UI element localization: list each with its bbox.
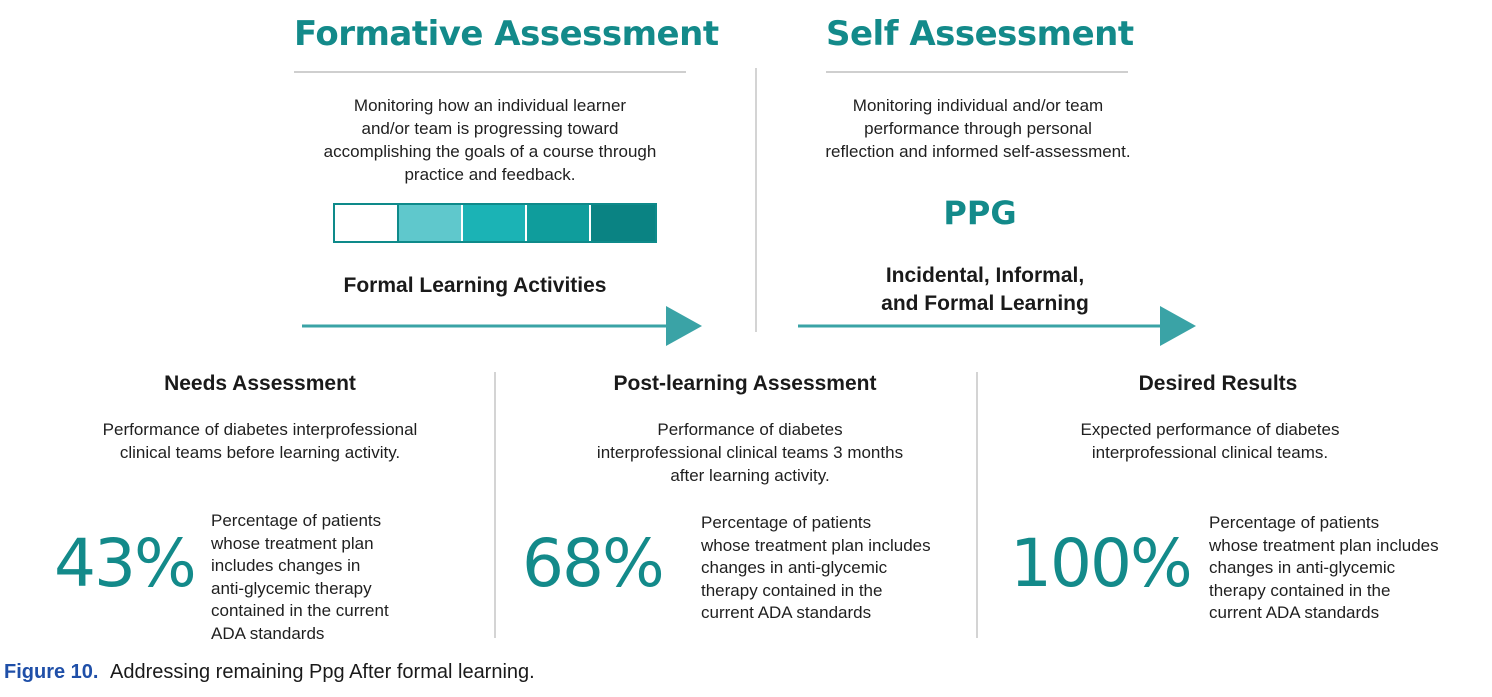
scale-segment <box>399 205 463 241</box>
self-title-rule <box>826 71 1128 73</box>
formative-assessment-title: Formative Assessment <box>294 14 719 54</box>
pct-desc-line: includes changes in <box>211 556 361 575</box>
self-desc-line: Monitoring individual and/or team <box>852 96 1104 115</box>
col-desc-line: interprofessional clinical teams. <box>1091 443 1329 462</box>
informal-learning-arrow <box>798 306 1196 346</box>
formative-desc-line: and/or team is progressing toward <box>361 119 619 138</box>
post-learning-assessment-title: Post-learning Assessment <box>613 372 877 395</box>
figure-caption: Figure 10. Addressing remaining Ppg Afte… <box>4 661 535 684</box>
needs-assessment-title: Needs Assessment <box>164 372 356 395</box>
pct-desc-line: ADA standards <box>211 623 325 643</box>
column-divider-left <box>494 372 496 638</box>
incidental-learning-label: Incidental, Informal, and Formal Learnin… <box>820 262 1150 318</box>
top-divider <box>755 68 757 332</box>
figure-label: Figure 10. <box>4 661 99 683</box>
pct-desc-line: current ADA standards <box>1209 603 1380 622</box>
col-desc-line: Performance of diabetes interprofessiona… <box>102 420 418 439</box>
scale-segment <box>463 205 527 241</box>
col-desc-line: Performance of diabetes <box>657 420 843 439</box>
formal-learning-arrow <box>302 306 702 346</box>
desired-results-title: Desired Results <box>1138 372 1298 395</box>
col-desc-line: clinical teams before learning activity. <box>119 443 401 462</box>
learning-line: and Formal Learning <box>881 292 1089 315</box>
scale-segment <box>527 205 591 241</box>
post-learning-description: Performance of diabetes interprofessiona… <box>530 418 970 487</box>
formative-desc-line: accomplishing the goals of a course thro… <box>323 142 657 161</box>
pct-desc-line: changes in anti-glycemic <box>701 558 888 577</box>
post-learning-percent-description: Percentage of patients whose treatment p… <box>701 512 976 625</box>
pct-desc-line: whose treatment plan includes <box>1209 535 1439 555</box>
desired-results-description: Expected performance of diabetes interpr… <box>990 418 1430 464</box>
pct-desc-line: therapy contained in the <box>1209 580 1391 600</box>
formal-learning-activities-label: Formal Learning Activities <box>343 274 607 297</box>
learning-line: Incidental, Informal, <box>885 264 1085 287</box>
self-desc-line: reflection and informed self-assessment. <box>825 142 1131 161</box>
self-description: Monitoring individual and/or team perfor… <box>760 94 1196 163</box>
pct-desc-line: Percentage of patients <box>701 513 872 532</box>
pct-desc-line: changes in anti-glycemic <box>1209 558 1396 577</box>
scale-segment <box>591 205 655 241</box>
pct-desc-line: anti-glycemic therapy <box>211 578 372 598</box>
col-desc-line: Expected performance of diabetes <box>1080 420 1340 439</box>
pct-desc-line: contained in the current <box>211 601 389 620</box>
pct-desc-line: Percentage of patients <box>211 511 382 530</box>
needs-assessment-description: Performance of diabetes interprofessiona… <box>40 418 480 464</box>
figure-caption-text: Addressing remaining Ppg After formal le… <box>110 661 535 683</box>
self-desc-line: performance through personal <box>864 119 1092 138</box>
column-divider-right <box>976 372 978 638</box>
progress-scale <box>333 203 657 243</box>
desired-results-percent-description: Percentage of patients whose treatment p… <box>1209 512 1484 625</box>
scale-segment <box>335 205 399 241</box>
desired-results-percent: 100% <box>1010 525 1193 602</box>
needs-percent-description: Percentage of patients whose treatment p… <box>211 510 481 645</box>
pct-desc-line: Percentage of patients <box>1209 513 1380 532</box>
formative-desc-line: Monitoring how an individual learner <box>353 96 627 115</box>
self-assessment-title: Self Assessment <box>826 14 1134 54</box>
formative-description: Monitoring how an individual learner and… <box>270 94 710 186</box>
ppg-label: PPG <box>943 194 1017 232</box>
pct-desc-line: current ADA standards <box>701 603 872 622</box>
needs-percent: 43% <box>54 525 197 602</box>
post-learning-percent: 68% <box>522 525 665 602</box>
pct-desc-line: therapy contained in the <box>701 580 883 600</box>
formative-title-rule <box>294 71 686 73</box>
col-desc-line: after learning activity. <box>670 466 830 485</box>
col-desc-line: interprofessional clinical teams 3 month… <box>596 443 904 462</box>
pct-desc-line: whose treatment plan <box>211 533 374 553</box>
formative-desc-line: practice and feedback. <box>404 165 576 184</box>
pct-desc-line: whose treatment plan includes <box>701 535 931 555</box>
